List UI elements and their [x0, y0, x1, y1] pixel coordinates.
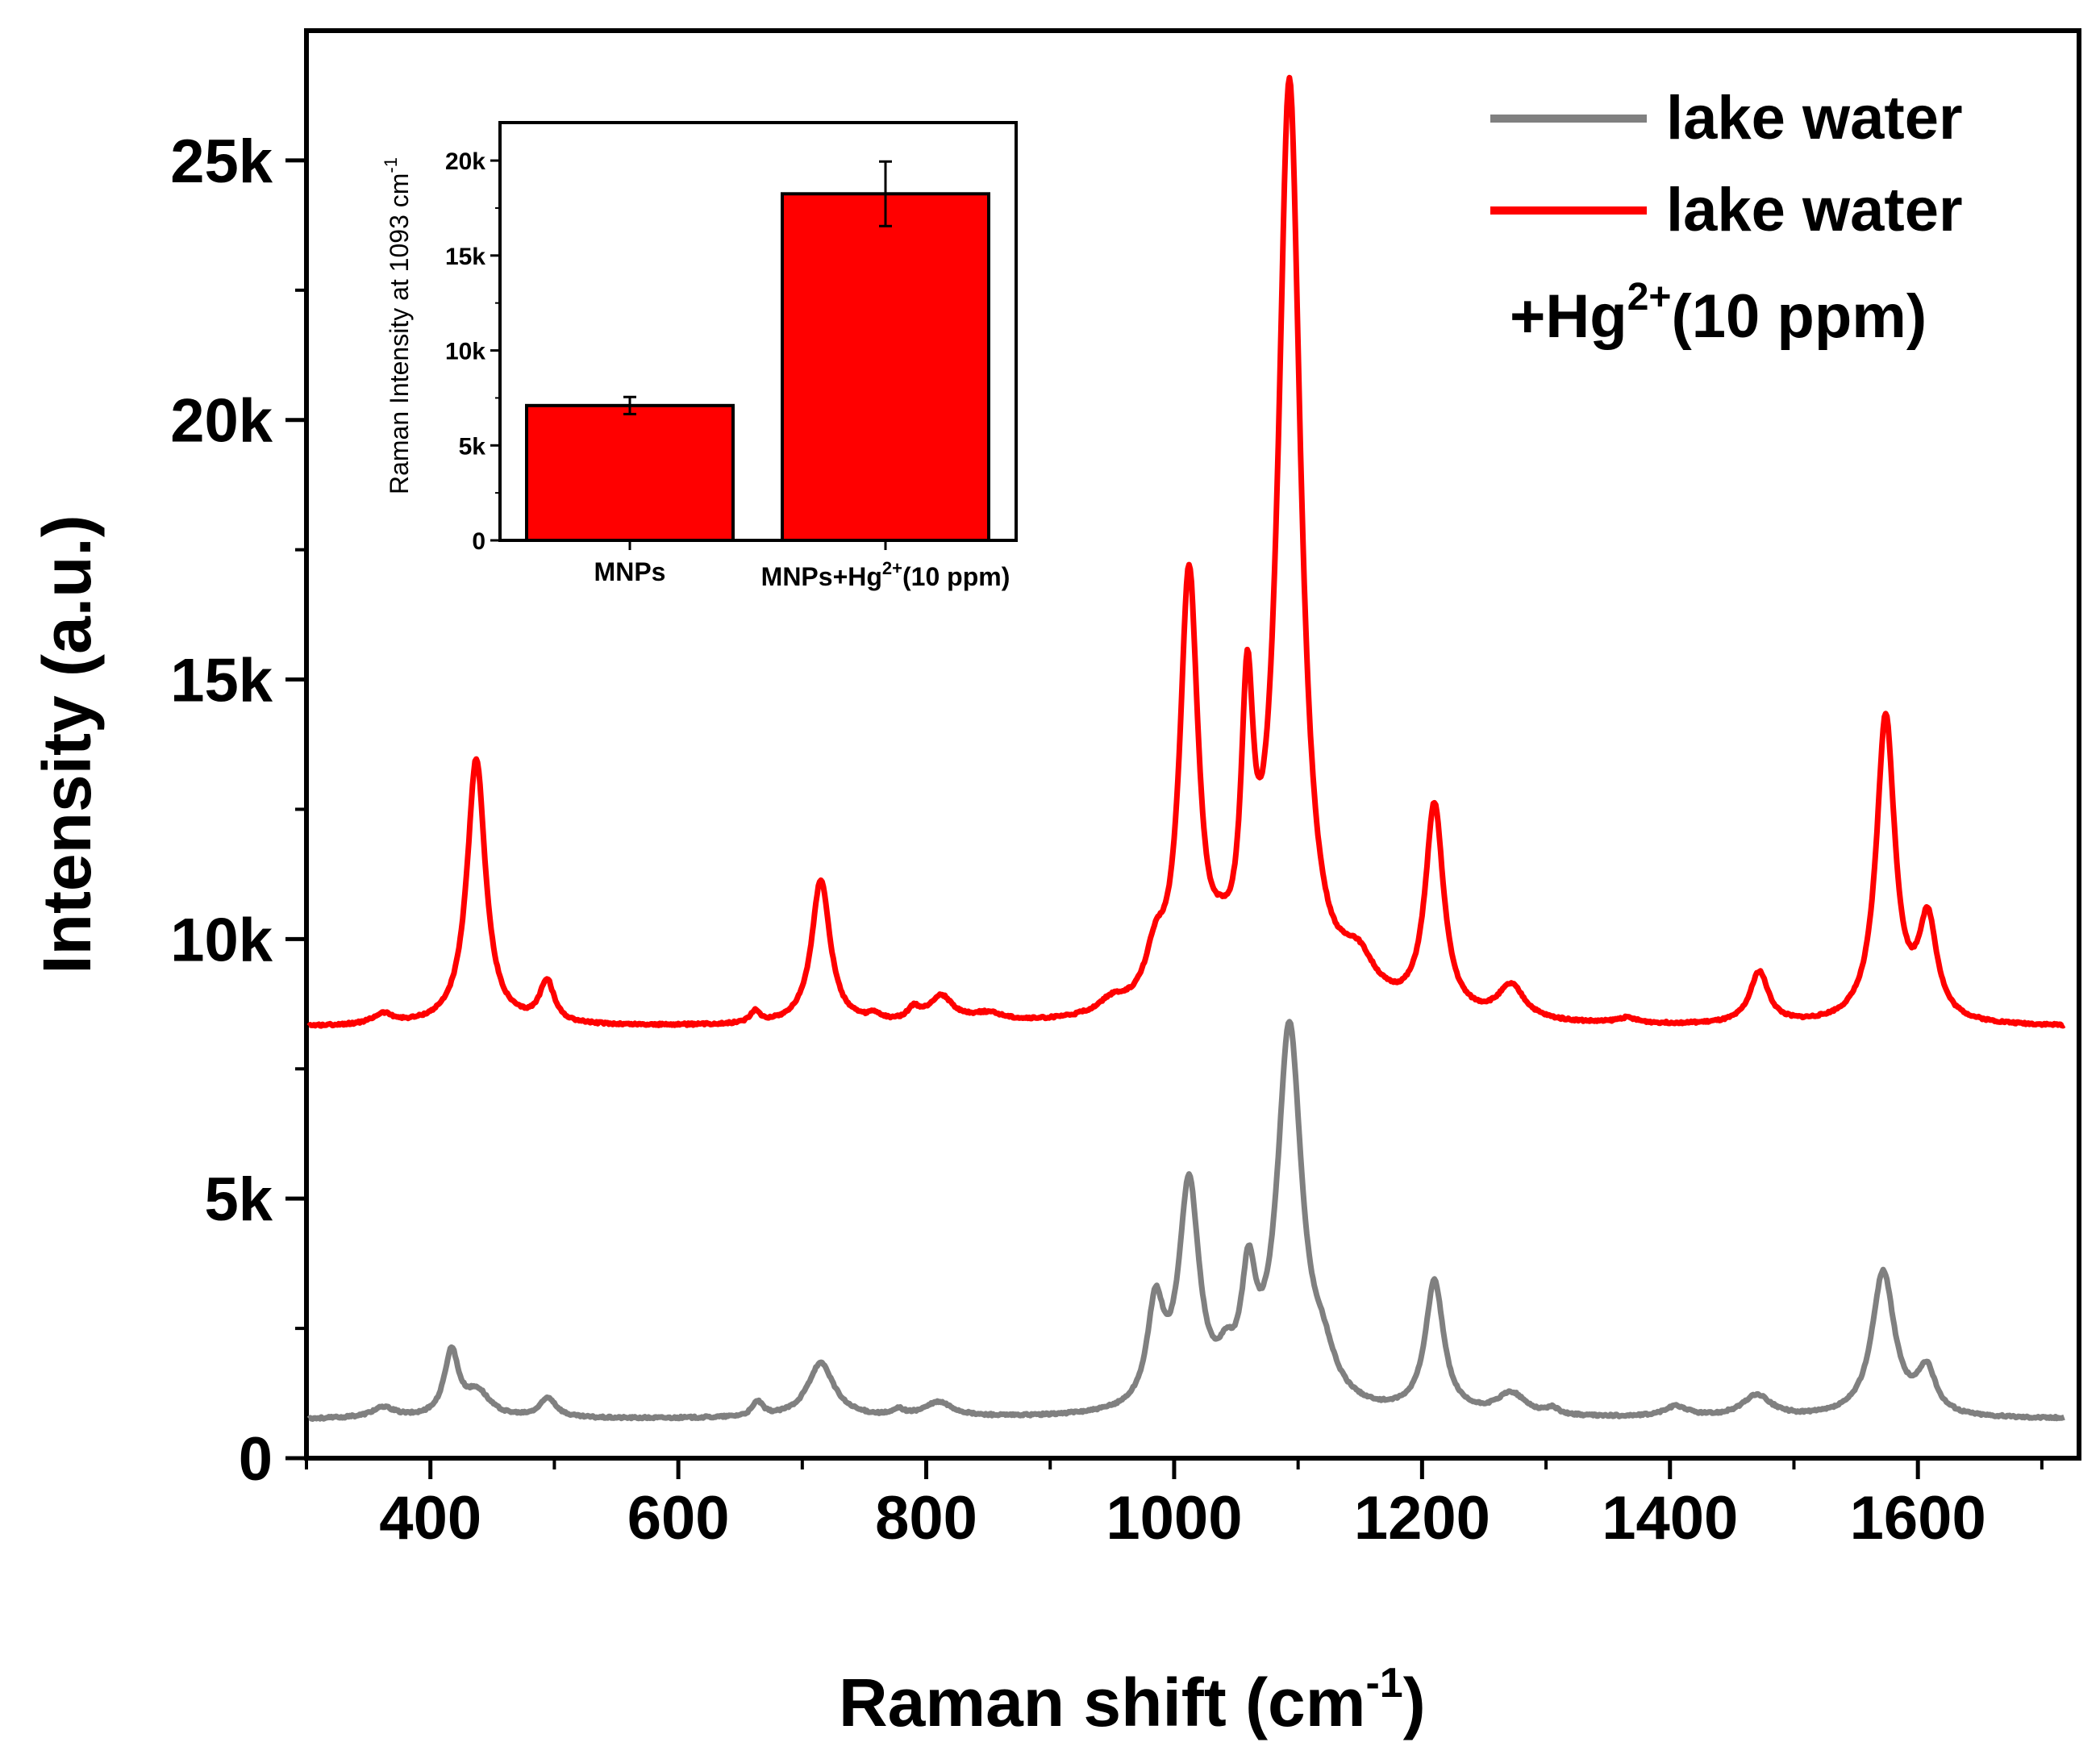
x-tick-label: 600	[627, 1484, 730, 1553]
inset-bar	[781, 192, 990, 543]
y-tick-label: 25k	[170, 127, 273, 196]
inset-y-tick-label: 20k	[445, 148, 485, 175]
legend: lake water lake water +Hg2+(10 ppm)	[1490, 84, 1963, 351]
inset-ticks: 0 5k 10k 15k 20k	[445, 148, 887, 555]
inset-y-tick-label: 15k	[445, 244, 485, 270]
legend-label-lake-water: lake water	[1666, 84, 1963, 152]
main-ticks: 400 600 800 1000 1200 1400 1600 0 5k 10k 15k 20k 25k	[170, 127, 2044, 1553]
x-tick-label: 800	[875, 1484, 977, 1553]
x-tick-label: 1200	[1354, 1484, 1490, 1553]
inset-bars	[525, 160, 990, 543]
legend-label-lake-water-hg-line1: lake water	[1666, 176, 1963, 244]
y-axis-title: Intensity (a.u.)	[29, 515, 105, 973]
series-line	[306, 1019, 2066, 1422]
inset-y-axis-title: Raman Intensity at 1093 cm-1	[381, 157, 414, 494]
inset-bar	[525, 403, 735, 542]
inset-y-tick-label: 10k	[445, 339, 485, 365]
x-tick-label: 1000	[1106, 1484, 1242, 1553]
y-tick-label: 20k	[170, 387, 273, 456]
x-tick-label: 1400	[1602, 1484, 1738, 1553]
x-axis-title: Raman shift (cm-1)	[839, 1660, 1426, 1740]
x-tick-label: 1600	[1850, 1484, 1986, 1553]
legend-label-lake-water-hg-line2: +Hg2+(10 ppm)	[1510, 276, 1927, 351]
inset-y-tick-label: 0	[472, 528, 485, 555]
main-plot-frame	[304, 28, 2081, 1461]
y-tick-label: 10k	[170, 906, 273, 974]
series-line	[306, 74, 2066, 1029]
inset-chart: 0 5k 10k 15k 20k Raman Intensity at 1093 cm-…	[381, 121, 1018, 591]
y-tick-label: 5k	[204, 1165, 273, 1234]
inset-y-tick-label: 5k	[459, 433, 486, 460]
main-series	[306, 74, 2066, 1422]
y-tick-label: 0	[239, 1425, 273, 1494]
inset-category-label-mnps: MNPs	[594, 557, 666, 586]
x-tick-label: 400	[379, 1484, 481, 1553]
inset-category-label-mnps-hg: MNPs+Hg2+(10 ppm)	[761, 558, 1010, 591]
y-tick-label: 15k	[170, 647, 273, 715]
